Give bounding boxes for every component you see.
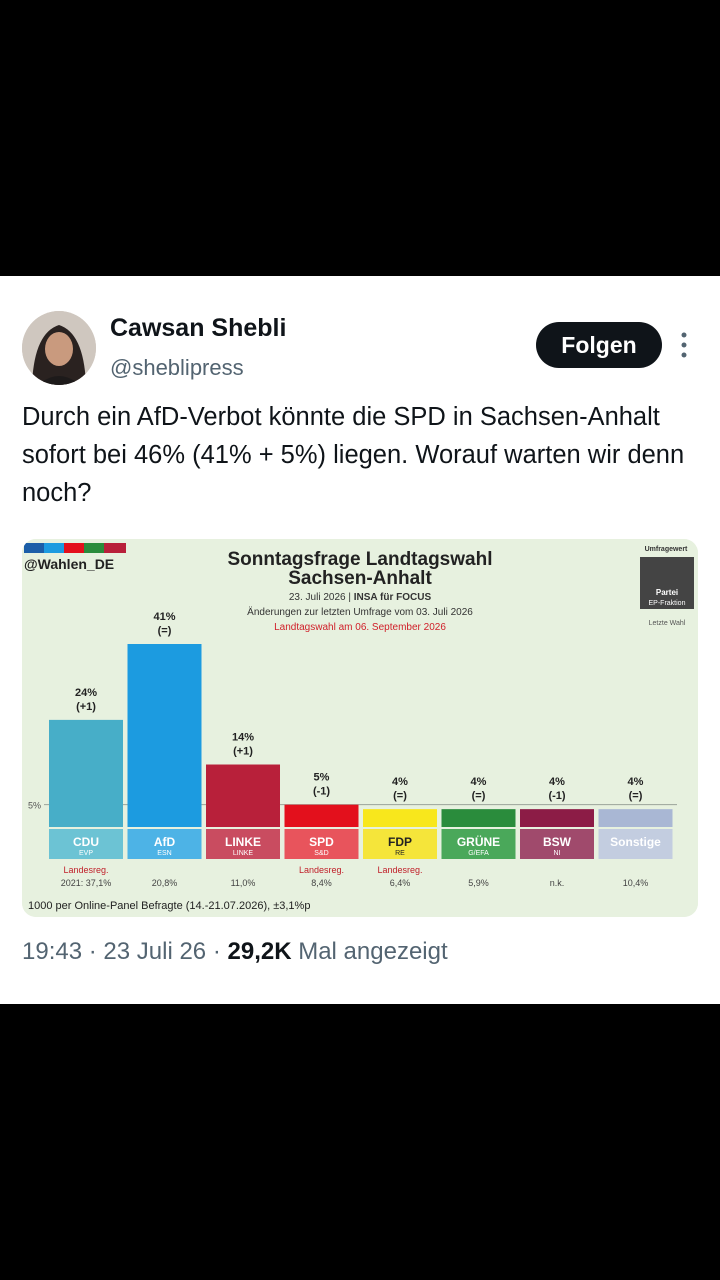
author-name[interactable]: Cawsan Shebli <box>110 314 287 342</box>
follow-button[interactable]: Folgen <box>536 322 662 368</box>
threshold-label: 5% <box>28 801 41 811</box>
chart-subtitle: Sachsen-Anhalt <box>288 568 432 589</box>
government-label-0: Landesreg. <box>63 865 108 875</box>
change-label-7: (=) <box>629 790 643 802</box>
party-label-bg-4 <box>363 829 437 859</box>
ep-group-1: ESN <box>157 850 171 857</box>
author-handle[interactable]: @sheblipress <box>110 355 244 380</box>
category-label-6: BSW <box>543 835 572 849</box>
category-label-2: LINKE <box>225 835 261 849</box>
views-suffix: Mal angezeigt <box>291 938 448 965</box>
party-label-bg-2 <box>206 829 280 859</box>
bar-2 <box>206 764 280 827</box>
category-label-7: Sonstige <box>610 835 661 849</box>
poll-chart: @Wahlen_DE Sonntagsfrage Landtagswahl Sa… <box>22 539 698 917</box>
last-election-7: 10,4% <box>623 878 649 888</box>
party-label-bg-0 <box>49 829 123 859</box>
bar-5 <box>441 809 516 827</box>
value-label-2: 14% <box>232 732 254 744</box>
last-election-2: 11,0% <box>231 878 256 888</box>
ep-group-2: LINKE <box>233 850 254 857</box>
bar-0 <box>49 719 123 827</box>
chart-title: Sonntagsfrage Landtagswahl <box>228 549 493 570</box>
last-election-1: 20,8% <box>152 878 178 888</box>
change-label-6: (-1) <box>548 790 565 802</box>
legend-bottom: Letzte Wahl <box>649 620 686 627</box>
value-label-4: 4% <box>392 776 408 788</box>
last-election-0: 2021: 37,1% <box>61 878 112 888</box>
change-label-1: (=) <box>158 625 172 637</box>
view-count: 29,2K <box>227 938 292 965</box>
category-label-4: FDP <box>388 835 412 849</box>
value-label-0: 24% <box>75 687 97 699</box>
tweet-time[interactable]: 19:43 <box>22 938 83 965</box>
category-label-0: CDU <box>73 835 99 849</box>
ep-group-3: S&D <box>314 850 328 857</box>
source-date: 23. Juli 2026 | <box>289 592 351 603</box>
last-election-6: n.k. <box>550 878 565 888</box>
category-label-1: AfD <box>154 835 176 849</box>
party-label-bg-5 <box>441 829 516 859</box>
ep-group-6: NI <box>554 850 561 857</box>
legend-box-line1: Partei <box>656 588 678 597</box>
separator: · <box>88 938 97 965</box>
brand-label: @Wahlen_DE <box>24 556 114 572</box>
change-label-4: (=) <box>393 790 407 802</box>
election-note: Landtagswahl am 06. September 2026 <box>274 622 446 633</box>
last-election-3: 8,4% <box>311 878 332 888</box>
legend-box <box>640 557 694 609</box>
party-label-bg-7 <box>598 829 673 859</box>
ep-group-4: RE <box>395 850 405 857</box>
change-label-2: (+1) <box>233 746 253 758</box>
tweet-date[interactable]: 23 Juli 26 <box>103 938 207 965</box>
source-institute: INSA für FOCUS <box>351 592 432 603</box>
party-label-bg-6 <box>520 829 594 859</box>
government-label-4: Landesreg. <box>377 865 422 875</box>
value-label-1: 41% <box>153 611 175 623</box>
bar-7 <box>598 809 673 827</box>
tweet-image[interactable]: @Wahlen_DE Sonntagsfrage Landtagswahl Sa… <box>22 539 698 917</box>
value-label-3: 5% <box>314 772 330 784</box>
changes-note: Änderungen zur letzten Umfrage vom 03. J… <box>247 606 473 618</box>
ep-group-5: G/EFA <box>468 850 489 857</box>
change-label-5: (=) <box>472 790 486 802</box>
avatar[interactable] <box>22 311 96 385</box>
value-label-5: 4% <box>471 776 487 788</box>
more-vertical-icon[interactable] <box>672 330 696 360</box>
tweet-meta: 19:43 · 23 Juli 26 · 29,2K Mal angezeigt <box>22 938 448 966</box>
government-label-3: Landesreg. <box>299 865 344 875</box>
footnote: 1000 per Online-Panel Befragte (14.-21.0… <box>28 900 310 912</box>
source-line: 23. Juli 2026 | INSA für FOCUS <box>289 592 432 603</box>
bar-6 <box>520 809 594 827</box>
change-label-3: (-1) <box>313 786 330 798</box>
legend-box-line2: EP-Fraktion <box>649 600 686 607</box>
party-label-bg-1 <box>127 829 202 859</box>
ep-group-0: EVP <box>79 850 93 857</box>
bar-3 <box>284 804 359 827</box>
last-election-4: 6,4% <box>390 878 411 888</box>
change-label-0: (+1) <box>76 701 96 713</box>
bar-4 <box>363 809 437 827</box>
category-label-5: GRÜNE <box>457 834 500 849</box>
last-election-5: 5,9% <box>468 878 489 888</box>
value-label-6: 4% <box>549 776 565 788</box>
tweet-text: Durch ein AfD-Verbot könnte die SPD in S… <box>22 403 685 507</box>
party-label-bg-3 <box>284 829 359 859</box>
value-label-7: 4% <box>628 776 644 788</box>
separator: · <box>212 938 221 965</box>
category-label-3: SPD <box>309 835 334 849</box>
legend-top: Umfragewert <box>645 546 688 553</box>
avatar-image <box>22 311 96 385</box>
bar-1 <box>127 644 202 827</box>
